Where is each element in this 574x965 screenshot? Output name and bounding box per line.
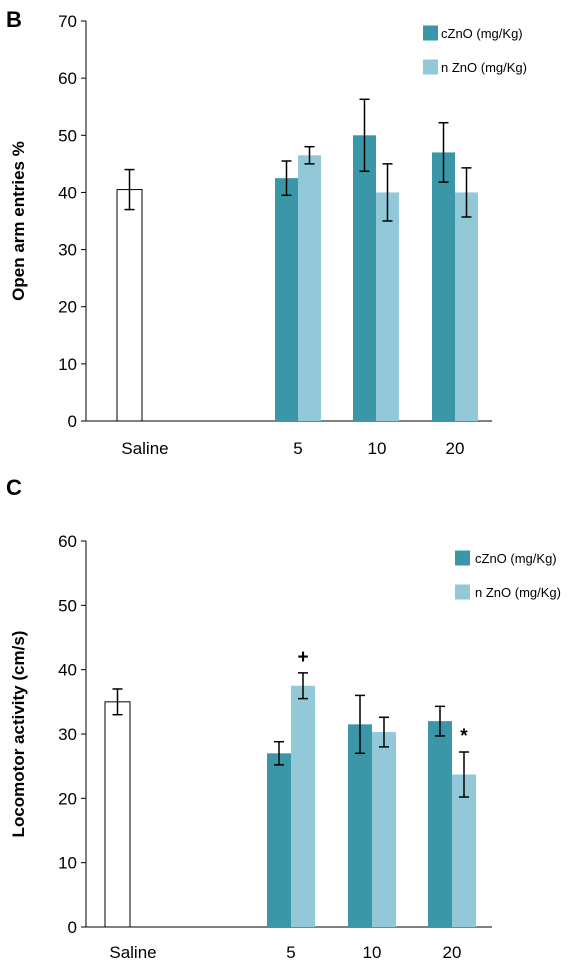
y-axis-label: Open arm entries % [9,141,28,301]
bar-nzno [298,155,321,422]
x-tick-label: 20 [446,439,465,458]
y-tick-label: 40 [58,183,77,202]
bar-czno [432,152,455,421]
bar-saline [104,701,131,928]
bar-nzno [291,685,315,927]
legend-swatch [455,584,470,600]
bar-nzno [372,732,396,927]
x-tick-label: 10 [363,943,382,962]
y-tick-label: 40 [58,661,77,680]
y-tick-label: 20 [58,789,77,808]
y-tick-label: 30 [58,725,77,744]
significance-marker: + [297,647,308,668]
panel-c: C Locomotor activity (cm/s) 0 10 20 30 40 50 60 S… [6,475,561,962]
bar-saline [116,189,143,422]
x-tick-label: 10 [368,439,387,458]
y-tick-label: 10 [58,355,77,374]
bar-czno [267,753,291,927]
panel-b: B Open arm entries % 0 10 20 30 40 50 60 70 Saline… [6,7,527,458]
bar-czno [428,721,452,927]
y-tick-label: 30 [58,241,77,260]
legend-swatch [423,25,438,41]
bar-nzno [376,192,399,421]
significance-marker: * [460,726,468,747]
y-tick-label: 50 [58,596,77,615]
x-tick-label: Saline [121,439,168,458]
y-tick-label: 20 [58,298,77,317]
y-tick-label: 70 [58,12,77,31]
legend-label: cZnO (mg/Kg) [475,551,557,566]
y-tick-label: 60 [58,69,77,88]
bar-nzno [455,192,478,421]
legend-label: n ZnO (mg/Kg) [441,60,527,75]
x-tick-label: Saline [109,943,156,962]
legend-swatch [455,550,470,566]
x-tick-label: 20 [443,943,462,962]
bar-nzno [452,774,476,927]
y-tick-label: 10 [58,854,77,873]
y-tick-label: 0 [68,412,77,431]
y-tick-label: 0 [68,918,77,937]
legend-label: n ZnO (mg/Kg) [475,585,561,600]
bar-czno [348,724,372,927]
bar-czno [275,178,298,421]
x-tick-label: 5 [286,943,295,962]
legend-label: cZnO (mg/Kg) [441,26,523,41]
panel-letter: B [6,7,22,32]
y-tick-label: 60 [58,532,77,551]
y-axis-label: Locomotor activity (cm/s) [9,631,28,838]
bar-czno [353,135,376,422]
x-tick-label: 5 [293,439,302,458]
y-tick-label: 50 [58,126,77,145]
legend-swatch [423,59,438,75]
panel-letter: C [6,475,22,500]
